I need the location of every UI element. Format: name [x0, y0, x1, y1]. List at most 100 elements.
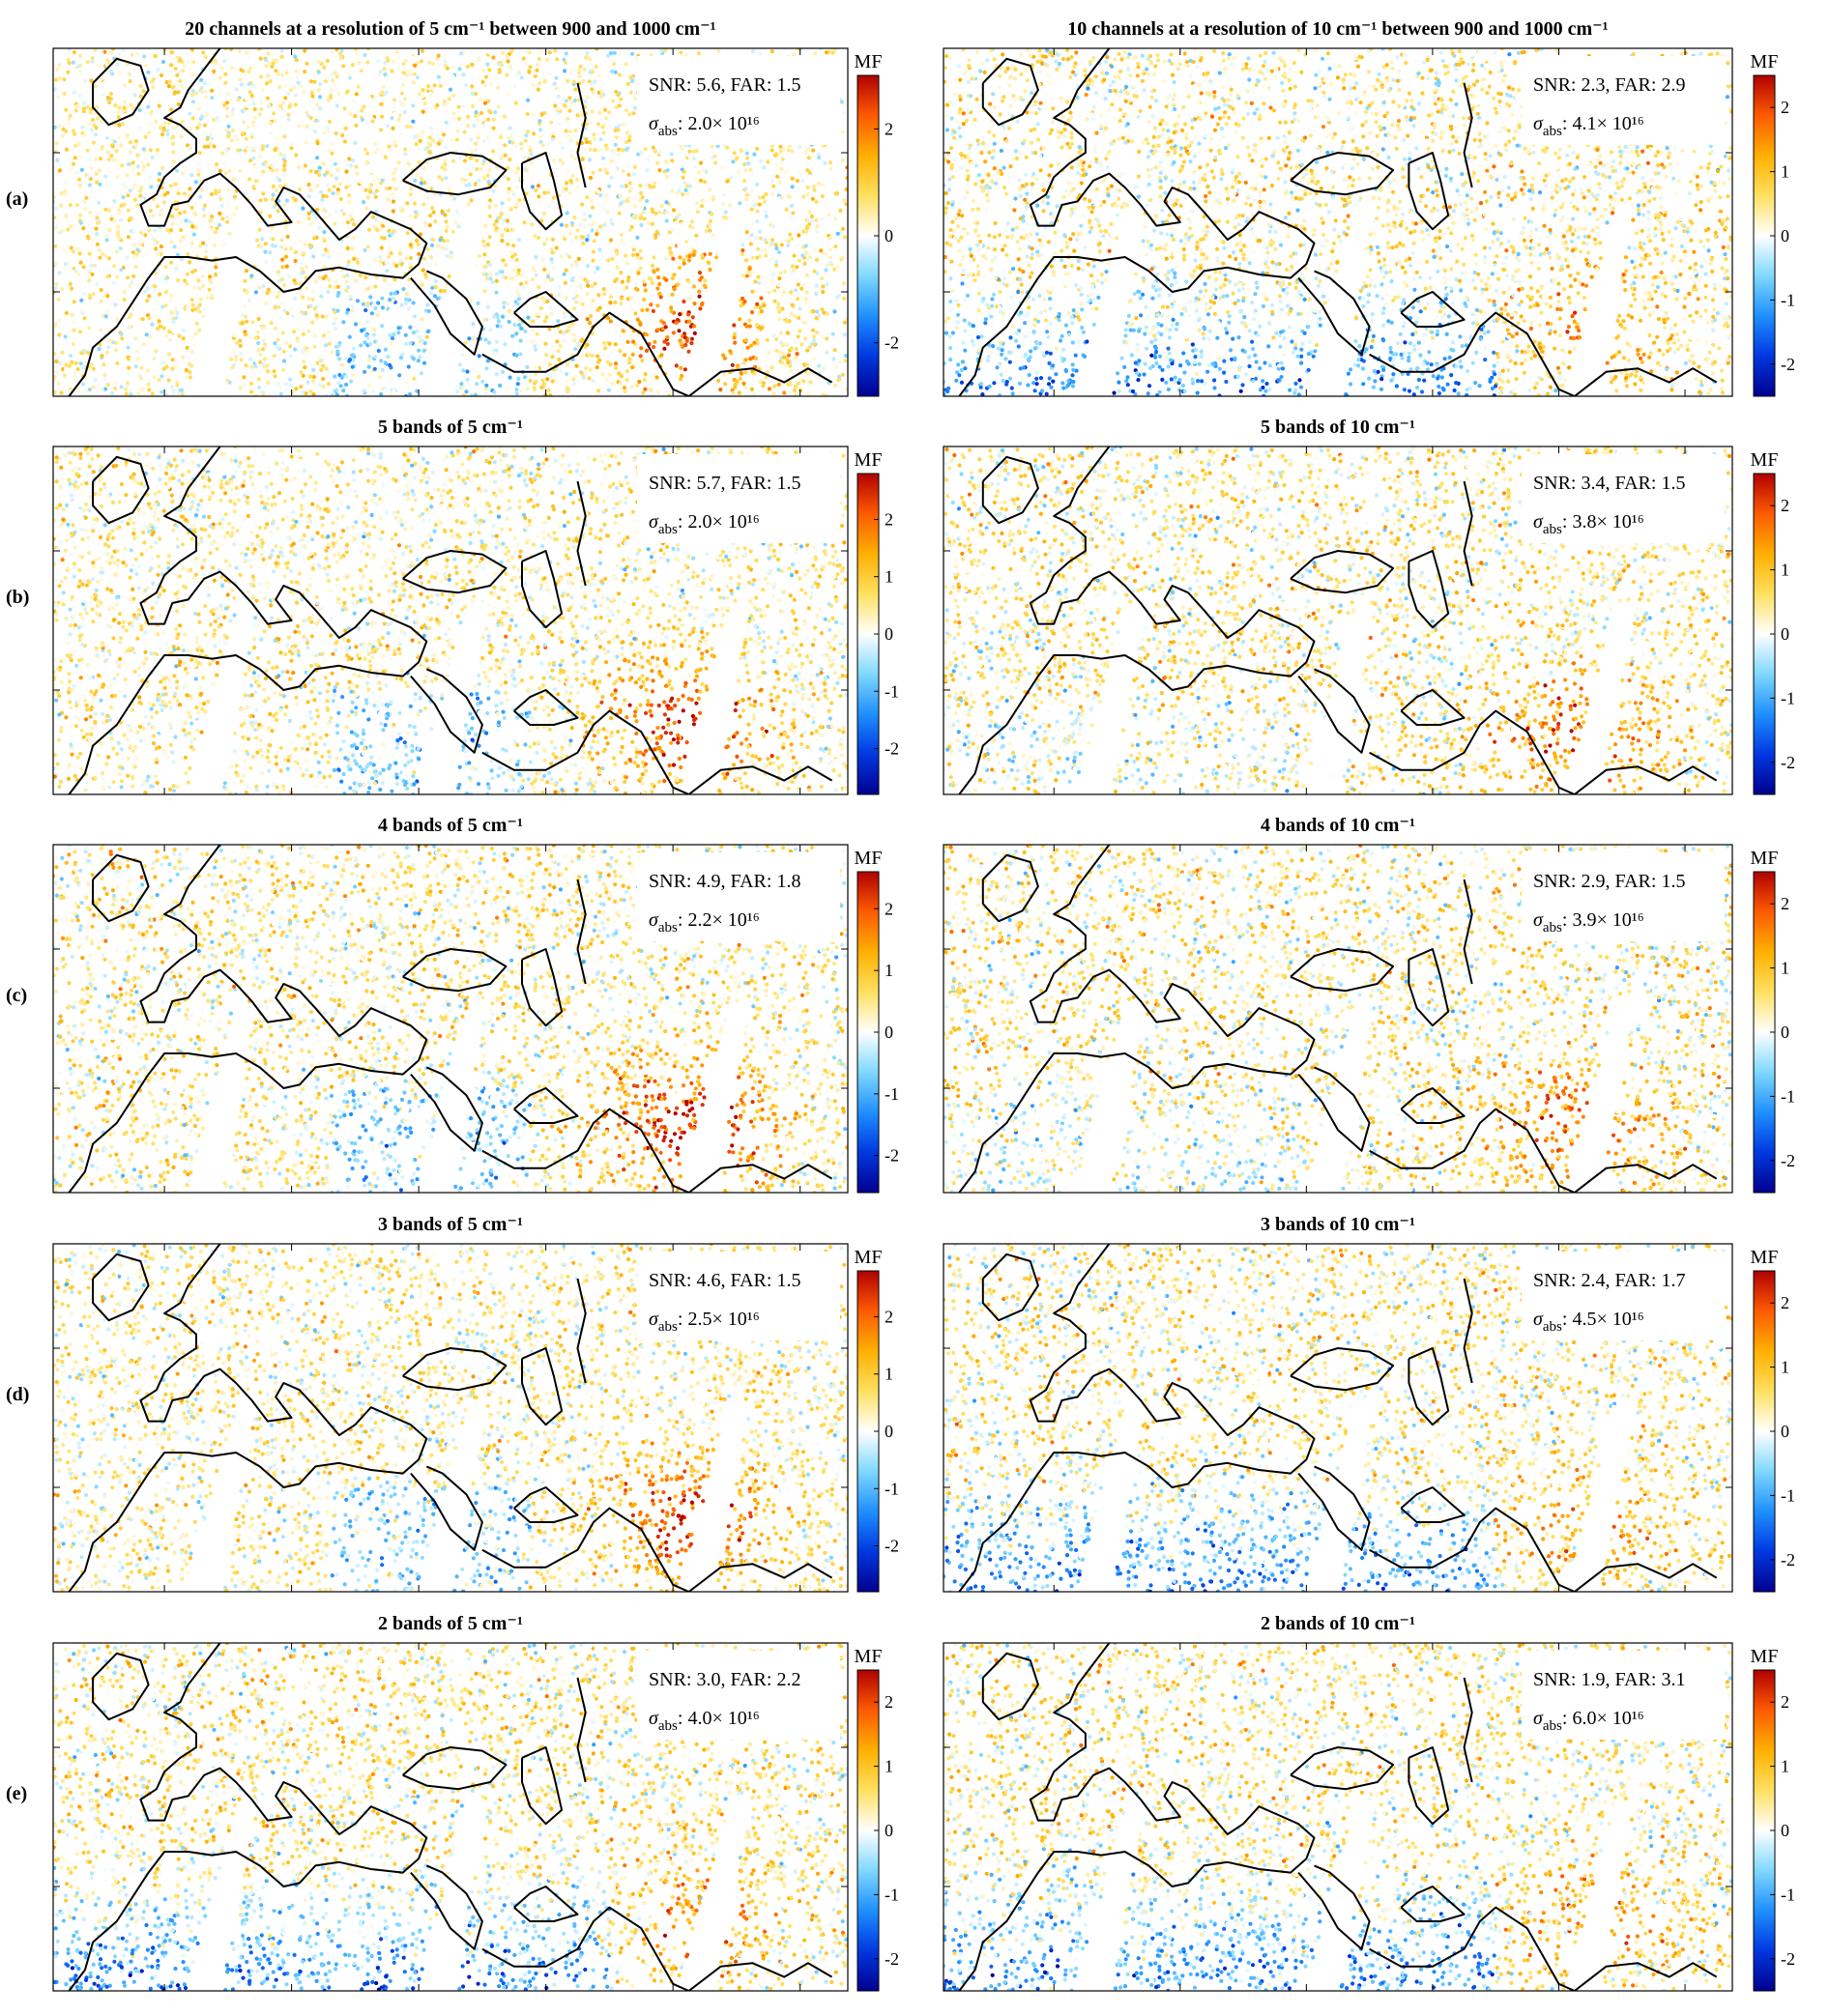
- mf-point: [366, 383, 371, 388]
- mf-point: [546, 190, 551, 195]
- mf-point: [606, 315, 611, 321]
- mf-point: [190, 100, 195, 104]
- mf-point: [380, 227, 385, 232]
- mf-point: [289, 306, 294, 312]
- mf-point: [61, 247, 67, 252]
- mf-point: [678, 377, 683, 382]
- mf-point: [316, 60, 321, 65]
- mf-point: [483, 264, 488, 269]
- mf-point: [152, 374, 157, 380]
- mf-point: [148, 262, 153, 267]
- mf-point: [225, 378, 230, 383]
- mf-point: [798, 376, 803, 381]
- mf-point: [128, 140, 132, 145]
- mf-point: [263, 357, 268, 361]
- mf-point: [300, 220, 305, 225]
- mf-point: [121, 182, 126, 187]
- mf-point: [743, 168, 748, 173]
- mf-point: [729, 175, 734, 180]
- mf-point: [189, 241, 194, 245]
- mf-scatter-points: [53, 48, 848, 396]
- mf-point: [519, 147, 524, 152]
- mf-point: [436, 74, 441, 79]
- mf-point: [317, 173, 322, 178]
- mf-point: [781, 315, 786, 320]
- mf-point: [565, 371, 569, 377]
- mf-point: [578, 64, 583, 69]
- mf-point: [618, 194, 623, 199]
- mf-point: [282, 202, 287, 207]
- mf-point: [355, 257, 360, 262]
- mf-point: [1068, 158, 1073, 162]
- mf-point: [286, 91, 291, 96]
- mf-point: [411, 301, 416, 305]
- mf-point: [619, 301, 624, 305]
- mf-point: [574, 300, 579, 304]
- mf-point: [702, 199, 707, 204]
- mf-point: [329, 245, 334, 251]
- mf-point: [64, 362, 69, 367]
- mf-point: [196, 106, 201, 111]
- mf-point: [492, 314, 497, 319]
- mf-point: [166, 378, 171, 383]
- mf-point: [428, 142, 433, 148]
- mf-point: [769, 148, 774, 153]
- mf-point: [579, 285, 584, 290]
- mf-point: [790, 176, 795, 181]
- mf-point: [239, 358, 244, 362]
- mf-point: [824, 50, 829, 55]
- mf-point: [534, 372, 538, 377]
- mf-point: [1656, 317, 1662, 322]
- mf-point: [791, 245, 796, 249]
- mf-point: [132, 144, 137, 149]
- mf-point: [377, 72, 382, 77]
- mf-point: [427, 150, 432, 155]
- mf-point: [814, 331, 820, 335]
- mf-point: [163, 260, 168, 265]
- mf-point: [823, 160, 827, 165]
- mf-point: [814, 217, 819, 222]
- mf-point: [169, 385, 174, 389]
- mf-point: [159, 72, 164, 78]
- mf-point: [185, 305, 189, 310]
- mf-point: [516, 376, 521, 381]
- mf-point: [209, 227, 214, 232]
- mf-point: [378, 101, 384, 106]
- mf-point: [278, 152, 283, 157]
- mf-point: [95, 281, 100, 287]
- mf-point: [779, 166, 784, 171]
- mf-point: [780, 306, 785, 311]
- mf-point: [784, 207, 789, 212]
- mf-point: [550, 260, 555, 265]
- mf-point: [571, 296, 576, 301]
- mf-point: [670, 188, 675, 193]
- mf-point: [401, 71, 406, 75]
- mf-point: [665, 335, 670, 340]
- mf-point: [783, 269, 788, 274]
- mf-point: [260, 361, 265, 366]
- mf-point: [70, 360, 74, 364]
- mf-point: [395, 55, 401, 60]
- mf-point: [140, 317, 145, 322]
- mf-point: [730, 197, 735, 202]
- mf-point: [1245, 216, 1250, 220]
- mf-point: [339, 375, 344, 380]
- mf-point: [403, 297, 409, 302]
- mf-point: [820, 334, 825, 339]
- mf-point: [59, 79, 64, 84]
- mf-point: [723, 382, 728, 387]
- mf-point: [472, 123, 477, 129]
- mf-point: [580, 337, 585, 342]
- mf-point: [249, 131, 254, 136]
- mf-point: [592, 253, 596, 258]
- mf-point: [627, 138, 632, 143]
- mf-point: [544, 315, 549, 320]
- mf-point: [264, 64, 269, 69]
- mf-point: [580, 112, 585, 117]
- mf-point: [350, 63, 355, 68]
- mf-point: [1439, 315, 1445, 320]
- mf-point: [1476, 179, 1481, 184]
- mf-point: [516, 297, 522, 302]
- mf-point: [162, 48, 167, 52]
- mf-point: [528, 145, 533, 150]
